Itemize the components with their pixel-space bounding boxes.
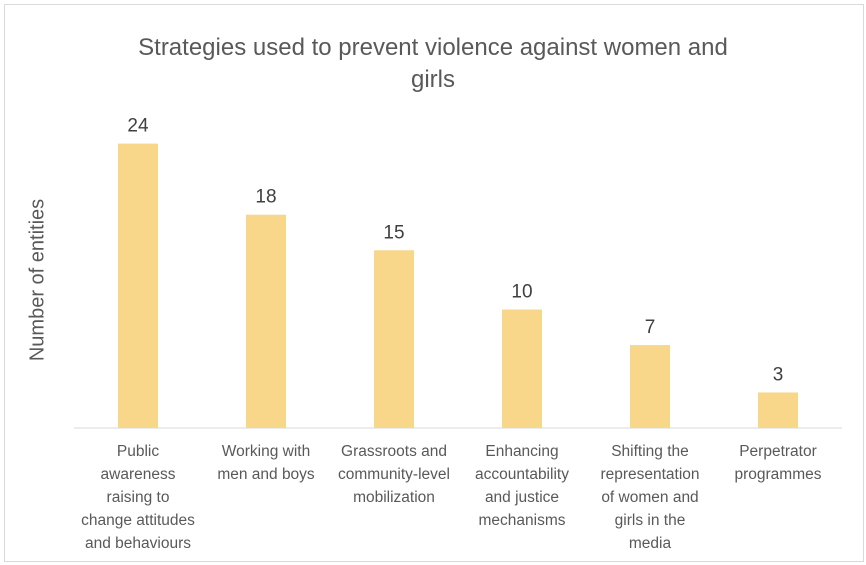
bar bbox=[118, 143, 158, 428]
x-tick-label-line: Working with bbox=[221, 443, 311, 460]
x-tick-label: Public awareness raising to change attitude… bbox=[74, 440, 202, 555]
x-tick-label: Shifting the representation of women and gi… bbox=[586, 440, 714, 555]
x-tick-label: Working with men and boys bbox=[202, 440, 330, 486]
x-tick-label-line: Perpetrator bbox=[739, 443, 817, 460]
x-tick-label-line: representation bbox=[600, 466, 700, 483]
bar bbox=[374, 250, 414, 428]
x-tick-label-line: and justice bbox=[484, 489, 560, 506]
x-tick-label-line: programmes bbox=[734, 466, 822, 483]
data-label: 24 bbox=[127, 116, 149, 137]
x-tick-label: Enhancing accountability and justice mechan… bbox=[458, 440, 586, 532]
x-tick-label: Perpetrator programmes bbox=[714, 440, 842, 486]
chart-title-line-2: girls bbox=[410, 66, 455, 93]
x-tick-label-line: mobilization bbox=[353, 489, 435, 506]
x-tick-label-line: girls in the bbox=[614, 512, 686, 529]
x-tick-label-line: of women and bbox=[601, 489, 699, 506]
x-tick-label-line: raising to bbox=[106, 489, 170, 506]
x-tick-label-line: Public bbox=[116, 443, 160, 460]
chart-title: Strategies used to prevent violence agai… bbox=[0, 32, 866, 96]
data-label: 7 bbox=[645, 317, 656, 338]
chart-title-line-1: Strategies used to prevent violence agai… bbox=[138, 34, 728, 61]
bar bbox=[758, 392, 798, 428]
data-label: 18 bbox=[255, 187, 276, 208]
x-tick-label-line: Grassroots and bbox=[341, 443, 447, 460]
data-label: 10 bbox=[511, 282, 532, 303]
x-tick-label-line: mechanisms bbox=[478, 512, 566, 529]
x-tick-label-line: change attitudes bbox=[81, 512, 195, 529]
x-tick-label-line: men and boys bbox=[217, 466, 315, 483]
x-tick-label-line: Enhancing bbox=[485, 443, 559, 460]
data-label: 3 bbox=[773, 364, 784, 385]
bar bbox=[502, 309, 542, 428]
x-tick-label-line: community-level bbox=[338, 466, 450, 483]
x-tick-label: Grassroots and community-level mobilizatio… bbox=[330, 440, 458, 509]
bar bbox=[246, 214, 286, 428]
x-tick-label-line: and behaviours bbox=[85, 535, 191, 552]
bar bbox=[630, 345, 670, 428]
x-tick-label-line: awareness bbox=[100, 466, 176, 483]
data-label: 15 bbox=[383, 222, 404, 243]
x-tick-label-line: media bbox=[628, 535, 672, 552]
x-tick-label-line: accountability bbox=[475, 466, 569, 483]
x-tick-label-line: Shifting the bbox=[611, 443, 689, 460]
